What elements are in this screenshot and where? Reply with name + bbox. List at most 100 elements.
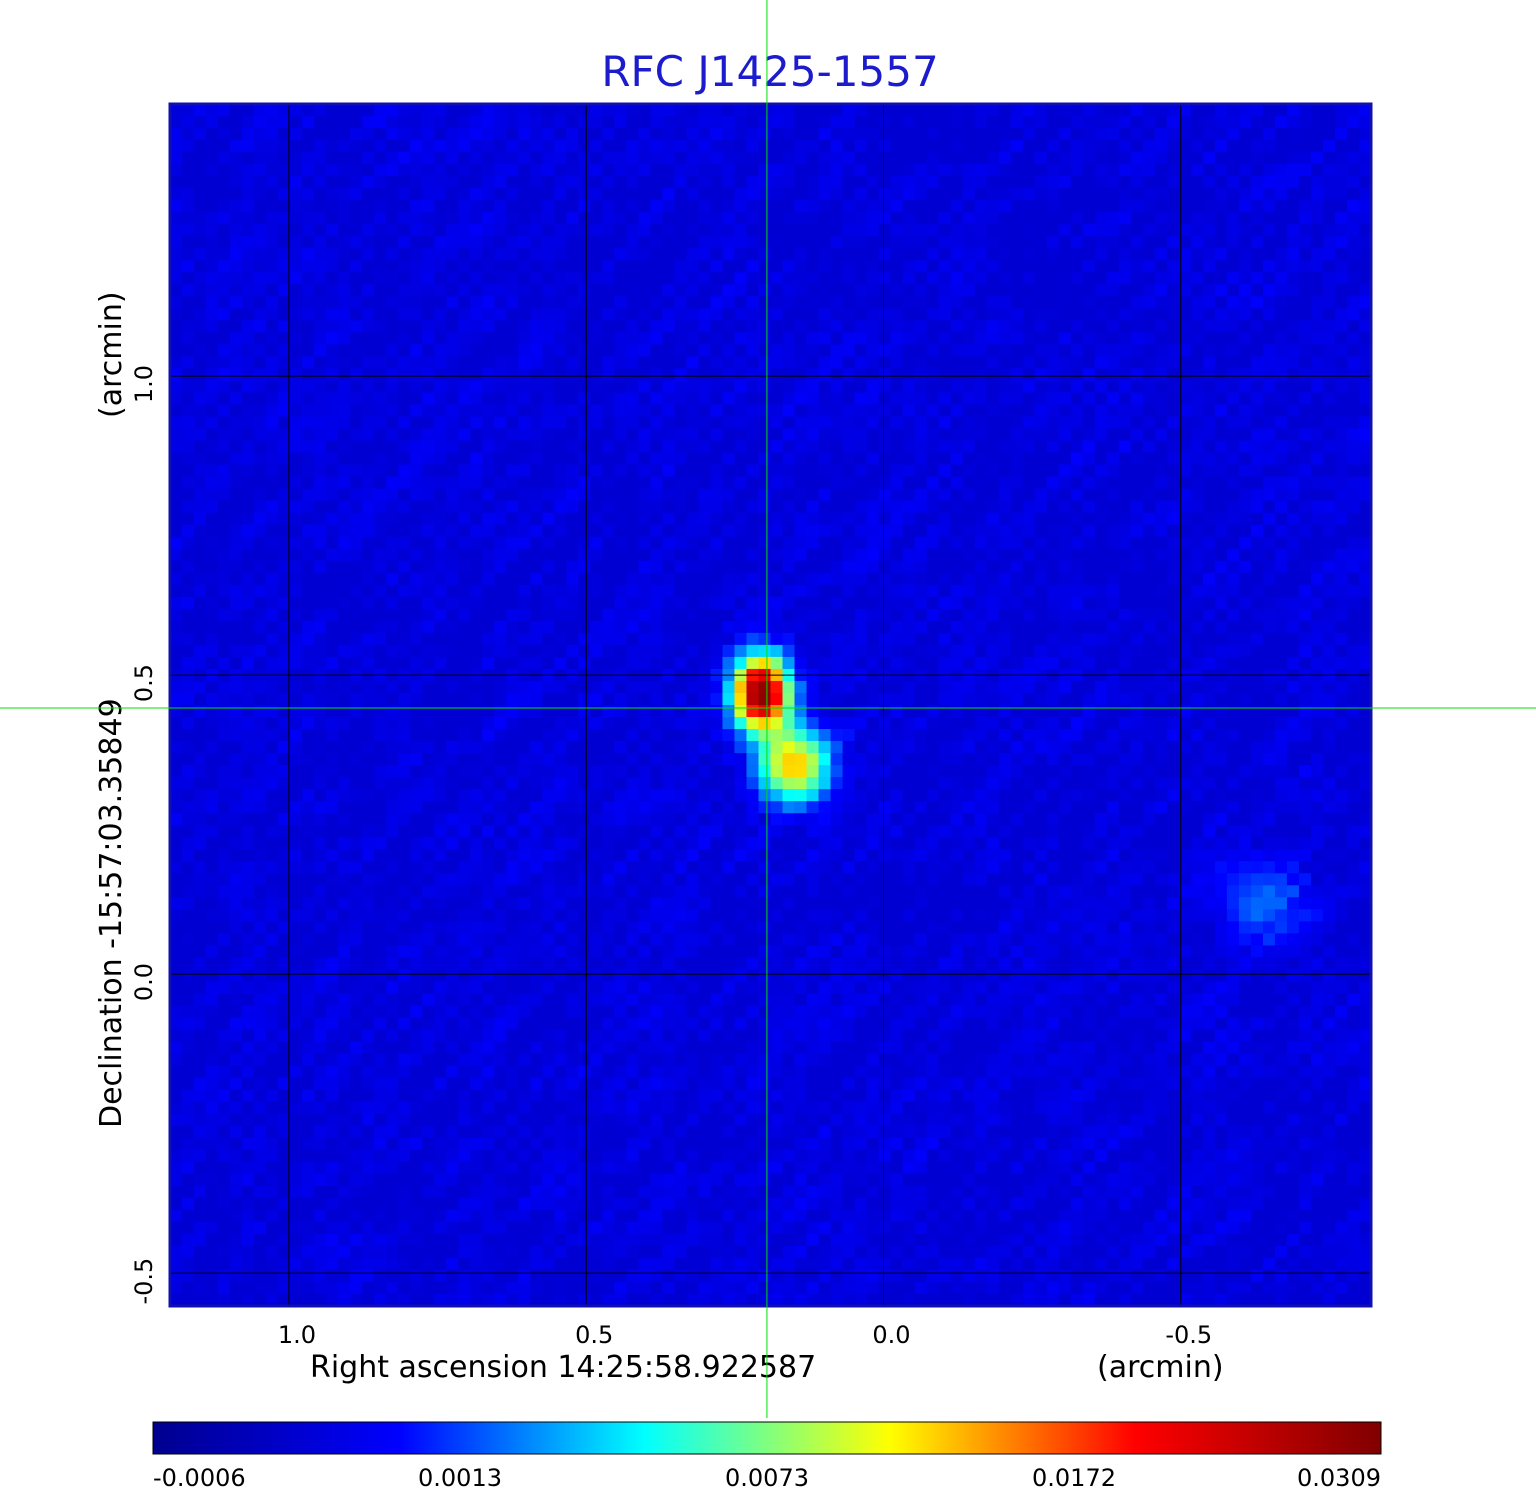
heatmap-cell <box>386 128 399 141</box>
heatmap-cell <box>1118 464 1132 478</box>
heatmap-cell <box>698 692 712 706</box>
heatmap-cell <box>494 620 507 634</box>
heatmap-cell <box>902 296 916 309</box>
heatmap-cell <box>662 548 676 562</box>
heatmap-cell <box>902 404 916 418</box>
heatmap-cell <box>302 452 315 466</box>
heatmap-cell <box>734 428 748 442</box>
heatmap-cell <box>1034 188 1048 201</box>
heatmap-cell <box>698 608 712 622</box>
heatmap-cell <box>1070 380 1084 394</box>
heatmap-cell <box>938 296 952 309</box>
heatmap-cell <box>938 128 952 141</box>
heatmap-cell <box>626 368 639 382</box>
heatmap-cell <box>962 332 976 345</box>
heatmap-cell <box>1166 272 1180 285</box>
heatmap-cell <box>1358 620 1371 634</box>
heatmap-cell <box>506 392 519 406</box>
heatmap-cell <box>686 332 700 345</box>
heatmap-cell <box>1310 344 1324 358</box>
heatmap-cell <box>506 452 519 466</box>
heatmap-cell <box>1310 116 1324 129</box>
heatmap-cell <box>386 224 399 237</box>
heatmap-cell <box>1034 680 1048 694</box>
heatmap-cell <box>1058 104 1072 117</box>
heatmap-cell <box>266 224 279 237</box>
heatmap-cell <box>254 656 267 670</box>
heatmap-cell <box>182 392 195 406</box>
heatmap-cell <box>1178 620 1192 634</box>
heatmap-cell <box>458 116 471 129</box>
heatmap-cell <box>698 548 712 562</box>
heatmap-cell <box>650 692 664 706</box>
heatmap-cell <box>686 176 700 189</box>
heatmap-cell <box>854 260 868 273</box>
heatmap-cell <box>1310 260 1324 273</box>
heatmap-cell <box>518 236 531 249</box>
heatmap-cell <box>626 500 639 514</box>
heatmap-cell <box>854 476 868 490</box>
heatmap-cell <box>1250 464 1264 478</box>
heatmap-cell <box>374 140 387 153</box>
heatmap-cell <box>602 404 615 418</box>
heatmap-cell <box>998 464 1012 478</box>
heatmap-cell <box>902 548 916 562</box>
heatmap-cell <box>1190 404 1204 418</box>
heatmap-cell <box>1082 500 1096 514</box>
heatmap-cell <box>914 224 928 237</box>
heatmap-cell <box>1262 128 1276 141</box>
heatmap-cell <box>710 440 724 454</box>
heatmap-cell <box>986 584 1000 598</box>
heatmap-cell <box>926 248 940 261</box>
heatmap-cell <box>206 164 219 177</box>
heatmap-cell <box>278 428 291 442</box>
heatmap-cell <box>566 548 579 562</box>
heatmap-cell <box>590 416 603 430</box>
heatmap-cell <box>938 608 952 622</box>
heatmap-cell <box>938 428 952 442</box>
heatmap-cell <box>338 680 351 694</box>
heatmap-cell <box>794 464 808 478</box>
heatmap-cell <box>1274 200 1288 213</box>
heatmap-cell <box>470 164 483 177</box>
heatmap-cell <box>266 656 279 670</box>
heatmap-cell <box>710 512 724 526</box>
heatmap-cell <box>398 152 411 165</box>
heatmap-cell <box>626 464 639 478</box>
heatmap-cell <box>374 476 387 490</box>
heatmap-cell <box>278 560 291 574</box>
heatmap-cell <box>266 560 279 574</box>
heatmap-cell <box>842 272 856 285</box>
heatmap-cell <box>770 464 784 478</box>
heatmap-cell <box>662 608 676 622</box>
heatmap-cell <box>1322 548 1336 562</box>
heatmap-cell <box>746 140 760 153</box>
heatmap-cell <box>1214 128 1228 141</box>
heatmap-cell <box>746 632 760 646</box>
heatmap-cell <box>854 116 868 129</box>
heatmap-cell <box>782 644 796 658</box>
heatmap-cell <box>218 104 231 117</box>
heatmap-cell <box>722 404 736 418</box>
heatmap-cell <box>374 212 387 225</box>
heatmap-cell <box>878 308 892 321</box>
heatmap-cell <box>290 224 303 237</box>
heatmap-cell <box>962 440 976 454</box>
heatmap-cell <box>446 248 459 261</box>
heatmap-cell <box>194 536 207 550</box>
heatmap-cell <box>578 680 591 694</box>
heatmap-cell <box>722 536 736 550</box>
heatmap-cell <box>230 488 243 502</box>
heatmap-cell <box>878 392 892 406</box>
heatmap-cell <box>182 380 195 394</box>
heatmap-cell <box>734 404 748 418</box>
heatmap-cell <box>410 644 423 658</box>
heatmap-cell <box>806 440 820 454</box>
heatmap-cell <box>398 476 411 490</box>
heatmap-cell <box>866 152 880 165</box>
heatmap-cell <box>1202 308 1216 321</box>
heatmap-cell <box>1190 524 1204 538</box>
heatmap-cell <box>1274 224 1288 237</box>
heatmap-cell <box>950 608 964 622</box>
heatmap-cell <box>1082 524 1096 538</box>
